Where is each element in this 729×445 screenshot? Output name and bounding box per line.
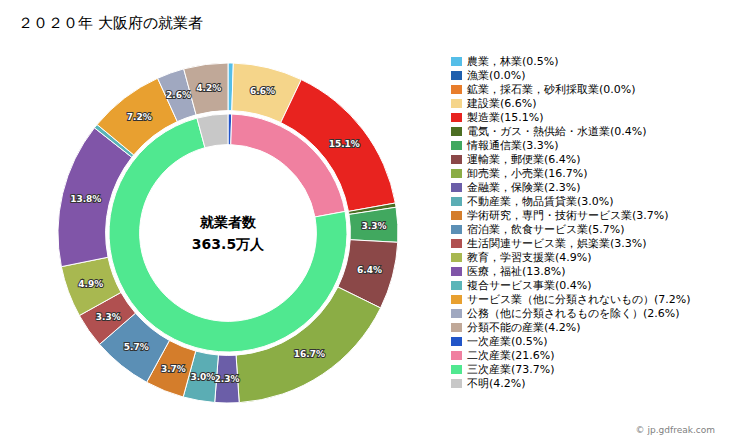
html-text:公務（他に分類されるものを除く）(2.6%): 公務（他に分類されるものを除く）(2.6%) xyxy=(467,306,680,320)
svg-text:7.2%: 7.2% xyxy=(127,112,152,122)
html-text:医療，福祉(13.8%): 医療，福祉(13.8%) xyxy=(467,264,566,278)
html-text:卸売業，小売業(16.7%): 卸売業，小売業(16.7%) xyxy=(467,166,588,180)
html-text:２０２０年 大阪府の就業者: ２０２０年 大阪府の就業者 xyxy=(18,14,203,32)
html-text:建設業(6.6%): 建設業(6.6%) xyxy=(467,96,537,110)
svg-text:6.6%: 6.6% xyxy=(250,86,275,96)
html-text:宿泊業，飲食サービス業(5.7%): 宿泊業，飲食サービス業(5.7%) xyxy=(467,222,625,236)
html-text:製造業(15.1%): 製造業(15.1%) xyxy=(467,110,544,124)
html-text:一次産業(0.5%): 一次産業(0.5%) xyxy=(467,334,548,348)
svg-text:2.3%: 2.3% xyxy=(215,374,240,384)
html-text:複合サービス事業(0.4%): 複合サービス事業(0.4%) xyxy=(467,278,592,292)
svg-text:16.7%: 16.7% xyxy=(294,349,325,359)
html-text:サービス業（他に分類されないもの）(7.2%): サービス業（他に分類されないもの）(7.2%) xyxy=(467,292,691,306)
svg-text:6.4%: 6.4% xyxy=(357,265,382,275)
html-text:分類不能の産業(4.2%): 分類不能の産業(4.2%) xyxy=(467,320,581,334)
html-text:鉱業，採石業，砂利採取業(0.0%): 鉱業，採石業，砂利採取業(0.0%) xyxy=(467,82,636,96)
html-text:教育，学習支援業(4.9%): 教育，学習支援業(4.9%) xyxy=(467,250,592,264)
html-text:二次産業(21.6%): 二次産業(21.6%) xyxy=(467,348,555,362)
html-text:電気・ガス・熱供給・水道業(0.4%): 電気・ガス・熱供給・水道業(0.4%) xyxy=(467,124,647,138)
svg-text:3.3%: 3.3% xyxy=(96,312,121,322)
html-text:金融業，保険業(2.3%): 金融業，保険業(2.3%) xyxy=(467,180,581,194)
html-text:漁業(0.0%): 漁業(0.0%) xyxy=(467,68,526,82)
html-text:情報通信業(3.3%): 情報通信業(3.3%) xyxy=(467,138,559,152)
svg-text:5.7%: 5.7% xyxy=(124,342,149,352)
svg-text:15.1%: 15.1% xyxy=(329,139,360,149)
html-text:不動産業，物品賃貸業(3.0%): 不動産業，物品賃貸業(3.0%) xyxy=(467,194,614,208)
html-text:学術研究，専門・技術サービス業(3.7%): 学術研究，専門・技術サービス業(3.7%) xyxy=(467,208,669,222)
html-text:生活関連サービス業，娯楽業(3.3%): 生活関連サービス業，娯楽業(3.3%) xyxy=(467,236,647,250)
html-text:運輸業，郵便業(6.4%): 運輸業，郵便業(6.4%) xyxy=(467,152,581,166)
svg-text:4.9%: 4.9% xyxy=(78,279,103,289)
html-text:363.5万人: 363.5万人 xyxy=(191,236,265,252)
html-text:© jp.gdfreak.com: © jp.gdfreak.com xyxy=(635,425,715,435)
html-text:農業，林業(0.5%): 農業，林業(0.5%) xyxy=(467,54,559,68)
svg-text:13.8%: 13.8% xyxy=(70,194,101,204)
svg-text:2.6%: 2.6% xyxy=(166,90,191,100)
html-text:不明(4.2%): 不明(4.2%) xyxy=(467,376,526,390)
html-text:三次産業(73.7%): 三次産業(73.7%) xyxy=(467,362,555,376)
svg-text:3.0%: 3.0% xyxy=(190,372,215,382)
svg-text:4.2%: 4.2% xyxy=(196,83,221,93)
svg-text:3.3%: 3.3% xyxy=(362,221,387,231)
svg-text:3.7%: 3.7% xyxy=(161,364,186,374)
html-text:就業者数: 就業者数 xyxy=(200,214,256,230)
